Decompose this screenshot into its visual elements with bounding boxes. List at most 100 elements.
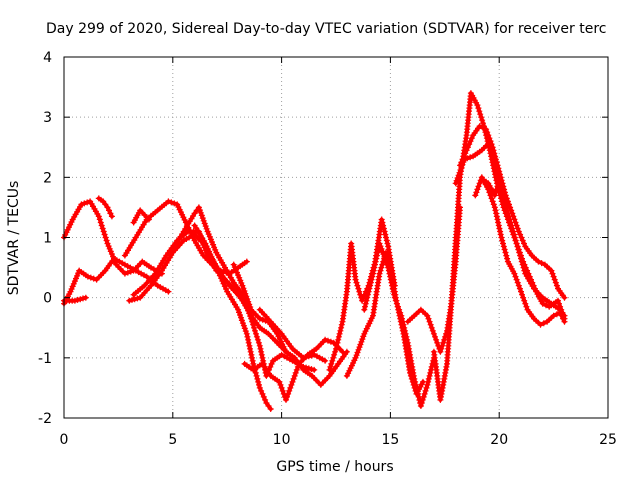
data-point xyxy=(247,348,254,355)
data-point xyxy=(255,339,262,346)
data-point xyxy=(474,102,481,109)
data-point xyxy=(198,212,205,219)
data-point xyxy=(78,201,85,208)
data-point xyxy=(247,345,253,352)
data-point xyxy=(391,294,398,301)
data-point xyxy=(422,387,429,394)
data-point xyxy=(249,318,256,325)
data-point xyxy=(401,324,408,331)
data-point xyxy=(491,159,498,166)
data-point xyxy=(335,336,342,343)
series-arc-9 xyxy=(169,204,318,379)
data-point xyxy=(462,150,469,157)
data-point xyxy=(322,357,329,364)
data-point xyxy=(305,353,312,360)
data-point xyxy=(250,360,257,367)
x-tick-label: 20 xyxy=(490,432,508,448)
data-point xyxy=(245,339,252,346)
data-series xyxy=(61,90,568,412)
data-point xyxy=(202,240,209,247)
data-point xyxy=(492,189,499,196)
data-point xyxy=(427,369,434,376)
data-point xyxy=(387,276,394,283)
data-point xyxy=(288,381,295,388)
data-point xyxy=(195,204,202,211)
data-point xyxy=(370,267,377,274)
data-point xyxy=(80,295,86,302)
data-point xyxy=(327,338,334,345)
data-point xyxy=(503,204,510,211)
data-point xyxy=(203,225,210,232)
data-point xyxy=(238,314,244,321)
data-point xyxy=(456,169,463,176)
data-point xyxy=(290,375,297,382)
data-point xyxy=(519,237,526,244)
data-point xyxy=(402,330,409,337)
data-point xyxy=(97,219,104,226)
data-point xyxy=(485,132,492,139)
data-point xyxy=(210,259,217,266)
data-point xyxy=(196,207,203,214)
data-point xyxy=(550,312,557,319)
data-point xyxy=(82,294,89,301)
data-point xyxy=(454,175,461,181)
data-point xyxy=(221,283,228,290)
data-point xyxy=(353,352,360,359)
data-point xyxy=(380,222,387,229)
data-point xyxy=(71,297,78,304)
x-tick-label: 25 xyxy=(599,432,617,448)
data-point xyxy=(364,294,371,301)
data-point xyxy=(561,318,568,325)
data-point xyxy=(134,295,141,302)
data-point xyxy=(105,243,112,250)
data-point xyxy=(453,177,460,184)
data-point xyxy=(279,387,286,394)
data-point xyxy=(512,273,519,280)
data-point xyxy=(249,354,255,361)
data-point xyxy=(382,231,389,238)
data-point xyxy=(331,351,338,358)
data-point xyxy=(384,240,391,247)
data-point xyxy=(330,354,337,361)
series-arc-12 xyxy=(241,336,346,403)
data-point xyxy=(497,180,504,187)
data-point xyxy=(492,207,499,214)
data-point xyxy=(427,321,434,328)
data-point xyxy=(81,200,88,207)
data-point xyxy=(479,124,486,131)
data-point xyxy=(483,126,490,133)
data-point xyxy=(74,272,81,279)
data-point xyxy=(479,117,486,124)
data-point xyxy=(322,336,329,343)
data-point xyxy=(467,138,474,145)
data-point xyxy=(515,228,522,235)
data-point xyxy=(379,219,386,226)
data-point xyxy=(500,243,507,250)
data-point xyxy=(476,123,483,130)
data-point xyxy=(504,255,511,262)
x-tick-label: 10 xyxy=(273,432,291,448)
data-point xyxy=(475,183,482,190)
data-point xyxy=(523,303,530,310)
data-point xyxy=(384,261,391,268)
series-arc-16 xyxy=(361,240,437,409)
data-point xyxy=(404,336,411,343)
data-point xyxy=(124,269,131,276)
y-tick-label: 2 xyxy=(43,170,52,186)
data-point xyxy=(501,195,508,202)
data-point xyxy=(421,390,428,397)
data-point xyxy=(326,366,333,373)
data-point xyxy=(278,384,285,391)
data-point xyxy=(505,213,512,220)
data-point xyxy=(415,390,421,397)
data-point xyxy=(87,274,94,281)
data-point xyxy=(339,348,346,355)
data-point xyxy=(165,198,172,205)
data-point xyxy=(379,248,386,255)
data-point xyxy=(376,270,383,277)
series-arc-11 xyxy=(230,261,350,388)
data-point xyxy=(216,272,223,279)
data-point xyxy=(256,342,263,349)
data-point xyxy=(101,231,108,238)
data-point xyxy=(98,222,105,229)
